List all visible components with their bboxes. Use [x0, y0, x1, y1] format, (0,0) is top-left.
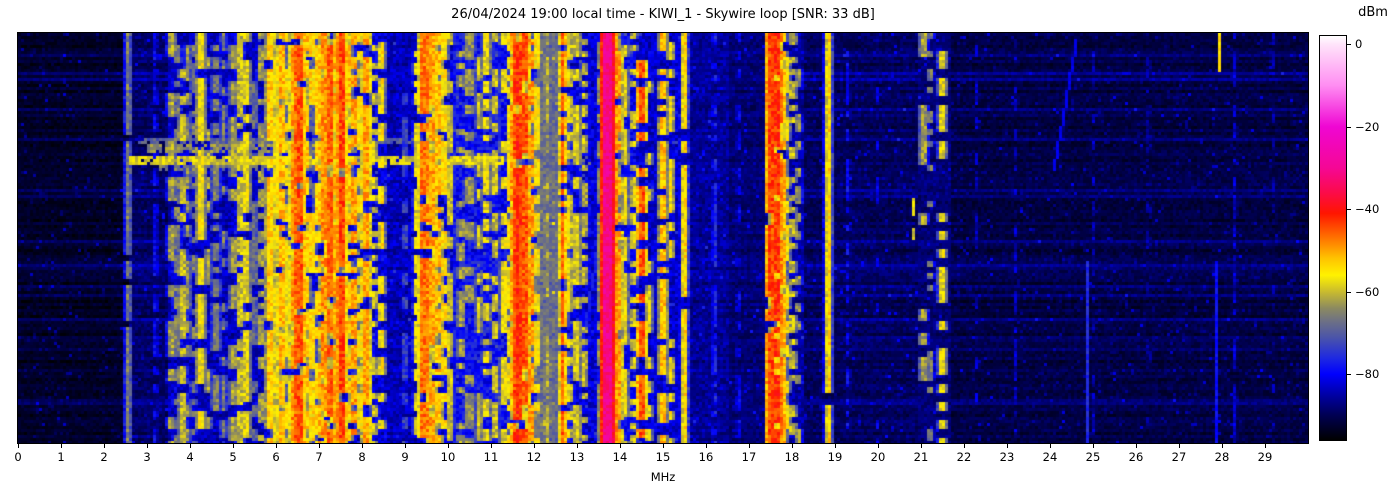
colorbar-tick-mark — [1347, 209, 1351, 211]
x-tick-mark — [233, 444, 234, 448]
x-tick-mark — [792, 444, 793, 448]
colorbar-tick-mark — [1347, 374, 1351, 376]
x-tick-label: 28 — [1214, 450, 1230, 464]
x-axis-label: MHz — [650, 470, 676, 484]
colorbar-tick-label: 0 — [1355, 37, 1363, 52]
x-tick-label: 12 — [526, 450, 542, 464]
x-tick-mark — [362, 444, 363, 448]
x-tick-label: 14 — [612, 450, 628, 464]
x-tick-mark — [491, 444, 492, 448]
x-tick-label: 4 — [186, 450, 194, 464]
x-tick-label: 11 — [483, 450, 499, 464]
x-tick-mark — [405, 444, 406, 448]
x-tick-label: 13 — [569, 450, 585, 464]
colorbar-tick-mark — [1347, 291, 1351, 293]
x-tick-label: 5 — [229, 450, 237, 464]
x-tick-label: 26 — [1128, 450, 1144, 464]
x-tick-mark — [61, 444, 62, 448]
x-tick-label: 3 — [143, 450, 151, 464]
colorbar-tick-mark — [1347, 126, 1351, 128]
x-tick-mark — [190, 444, 191, 448]
x-tick-mark — [147, 444, 148, 448]
x-tick-mark — [1136, 444, 1137, 448]
x-tick-mark — [276, 444, 277, 448]
x-tick-mark — [534, 444, 535, 448]
x-tick-mark — [1265, 444, 1266, 448]
colorbar-tick-label: −20 — [1355, 119, 1380, 134]
x-tick-mark — [1222, 444, 1223, 448]
x-tick-mark — [706, 444, 707, 448]
plot-title: 26/04/2024 19:00 local time - KIWI_1 - S… — [451, 7, 875, 22]
x-tick-label: 18 — [784, 450, 800, 464]
x-tick-label: 20 — [870, 450, 886, 464]
x-tick-label: 7 — [315, 450, 323, 464]
x-tick-mark — [577, 444, 578, 448]
x-tick-mark — [104, 444, 105, 448]
x-tick-label: 24 — [1042, 450, 1058, 464]
x-tick-mark — [1179, 444, 1180, 448]
x-tick-mark — [749, 444, 750, 448]
waterfall-heatmap-canvas — [17, 32, 1309, 444]
x-tick-label: 9 — [401, 450, 409, 464]
x-tick-mark — [663, 444, 664, 448]
x-tick-mark — [878, 444, 879, 448]
colorbar-tick-label: −60 — [1355, 284, 1380, 299]
x-tick-label: 0 — [14, 450, 22, 464]
colorbar-unit-label: dBm — [1358, 5, 1388, 20]
colorbar-tick-label: −40 — [1355, 202, 1380, 217]
x-tick-label: 17 — [741, 450, 757, 464]
x-tick-label: 25 — [1085, 450, 1101, 464]
x-tick-label: 15 — [655, 450, 671, 464]
colorbar-tick-label: −80 — [1355, 367, 1380, 382]
x-tick-label: 2 — [100, 450, 108, 464]
colorbar-tick-mark — [1347, 44, 1351, 46]
x-tick-label: 8 — [358, 450, 366, 464]
colorbar-gradient — [1319, 35, 1347, 441]
x-tick-mark — [18, 444, 19, 448]
x-tick-label: 1 — [57, 450, 65, 464]
x-tick-mark — [319, 444, 320, 448]
x-tick-label: 6 — [272, 450, 280, 464]
x-tick-mark — [620, 444, 621, 448]
x-tick-mark — [1007, 444, 1008, 448]
x-tick-label: 27 — [1171, 450, 1187, 464]
x-tick-mark — [835, 444, 836, 448]
x-tick-mark — [1050, 444, 1051, 448]
x-tick-mark — [964, 444, 965, 448]
x-tick-label: 10 — [440, 450, 456, 464]
x-tick-label: 22 — [956, 450, 972, 464]
x-tick-mark — [448, 444, 449, 448]
x-tick-label: 23 — [999, 450, 1015, 464]
x-tick-label: 16 — [698, 450, 714, 464]
x-tick-label: 19 — [827, 450, 843, 464]
x-tick-label: 21 — [913, 450, 929, 464]
x-tick-mark — [921, 444, 922, 448]
x-tick-label: 29 — [1257, 450, 1273, 464]
x-tick-mark — [1093, 444, 1094, 448]
